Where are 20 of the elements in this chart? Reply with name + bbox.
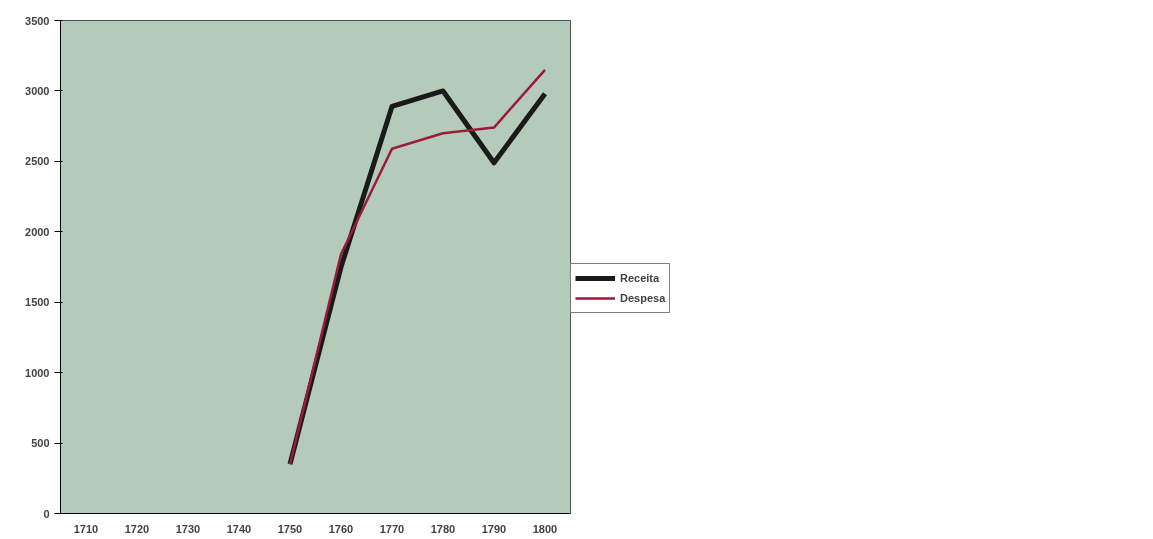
y-tick-label: 3000 [25,84,50,97]
y-tick-label: 2500 [25,155,50,168]
x-tick-label: 1770 [379,522,405,535]
x-tick-label: 1730 [175,522,201,535]
y-tick-label: 500 [31,437,50,450]
y-tick-label: 1000 [25,366,50,379]
x-tick-label: 1750 [277,522,303,535]
x-tick-label: 1760 [328,522,354,535]
x-tick-label: 1720 [124,522,150,535]
x-tick-label: 1710 [73,522,99,535]
y-tick-label: 2000 [25,225,50,238]
legend-label: Receita [620,272,660,284]
y-tick-label: 0 [43,507,50,520]
x-tick-label: 1740 [226,522,252,535]
x-tick-label: 1790 [481,522,507,535]
y-tick-label: 3500 [25,14,50,27]
x-tick-label: 1780 [430,522,456,535]
legend-label: Despesa [620,292,666,304]
x-tick-label: 1800 [532,522,558,535]
y-tick-label: 1500 [25,296,50,309]
